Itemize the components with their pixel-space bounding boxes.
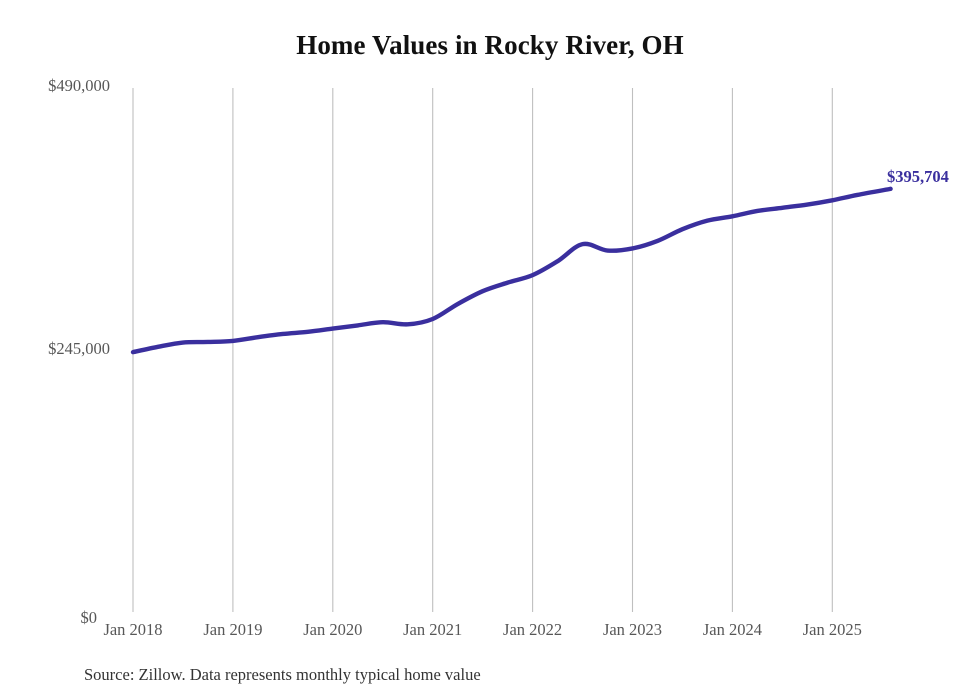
x-axis-tick-jan-2025: Jan 2025	[802, 620, 862, 639]
x-axis-tick-jan-2018: Jan 2018	[103, 620, 163, 639]
x-axis-tick-jan-2021: Jan 2021	[403, 620, 463, 639]
x-axis-tick-jan-2022: Jan 2022	[503, 620, 563, 639]
x-axis-tick-jan-2023: Jan 2023	[602, 620, 663, 639]
x-axis-tick-jan-2020: Jan 2020	[303, 620, 363, 639]
y-axis-tick-mid: $245,000	[48, 339, 110, 358]
y-axis-tick-zero: $0	[80, 608, 98, 627]
source-note: Source: Zillow. Data represents monthly …	[84, 665, 481, 684]
value-line-series	[130, 186, 893, 355]
end-value-annotation: $395,704	[887, 167, 949, 186]
x-axis-tick-jan-2019: Jan 2019	[203, 620, 263, 639]
page-title: Home Values in Rocky River, OH	[296, 30, 684, 60]
y-axis-tick-top: $490,000	[48, 76, 110, 95]
gridlines	[132, 88, 833, 612]
x-axis-tick-jan-2024: Jan 2024	[702, 620, 762, 639]
